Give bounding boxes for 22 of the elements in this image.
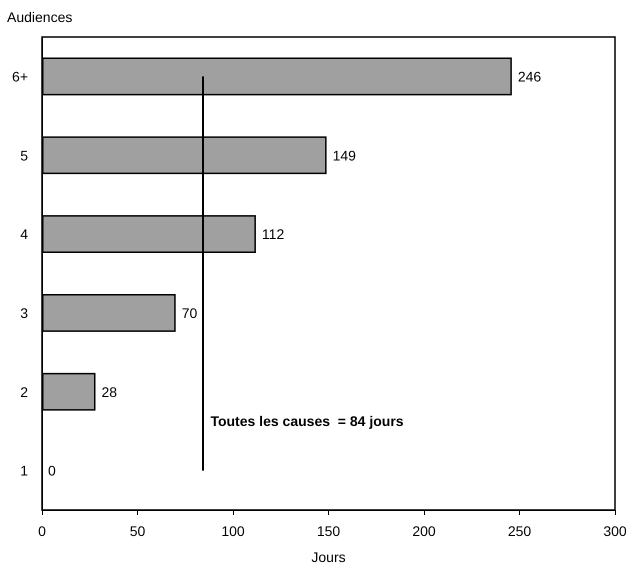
y-tick-label: 5 bbox=[20, 147, 28, 164]
x-tick-label: 150 bbox=[316, 523, 340, 539]
data-label: 246 bbox=[518, 68, 542, 84]
x-tick-label: 250 bbox=[508, 523, 532, 539]
y-tick-label: 3 bbox=[20, 304, 28, 321]
data-label: 70 bbox=[182, 304, 198, 321]
data-label: 28 bbox=[101, 384, 118, 400]
y-tick-label: 1 bbox=[20, 462, 28, 479]
x-tick-label: 100 bbox=[221, 523, 245, 539]
ref-line-label: Toutes les causes = 84 jours bbox=[210, 412, 404, 429]
y-tick-label: 6+ bbox=[12, 68, 28, 84]
x-axis-title: Jours bbox=[311, 549, 346, 565]
y-axis-title: Audiences bbox=[7, 9, 72, 25]
data-label: 0 bbox=[48, 462, 56, 479]
y-tick-label: 2 bbox=[20, 384, 28, 400]
data-label: 112 bbox=[262, 226, 284, 242]
x-tick-label: 200 bbox=[412, 523, 436, 539]
data-label: 149 bbox=[332, 147, 356, 164]
y-tick-label: 4 bbox=[20, 226, 28, 242]
x-tick-label: 0 bbox=[38, 523, 46, 539]
x-tick-label: 300 bbox=[603, 523, 627, 539]
x-tick-label: 50 bbox=[130, 523, 146, 539]
